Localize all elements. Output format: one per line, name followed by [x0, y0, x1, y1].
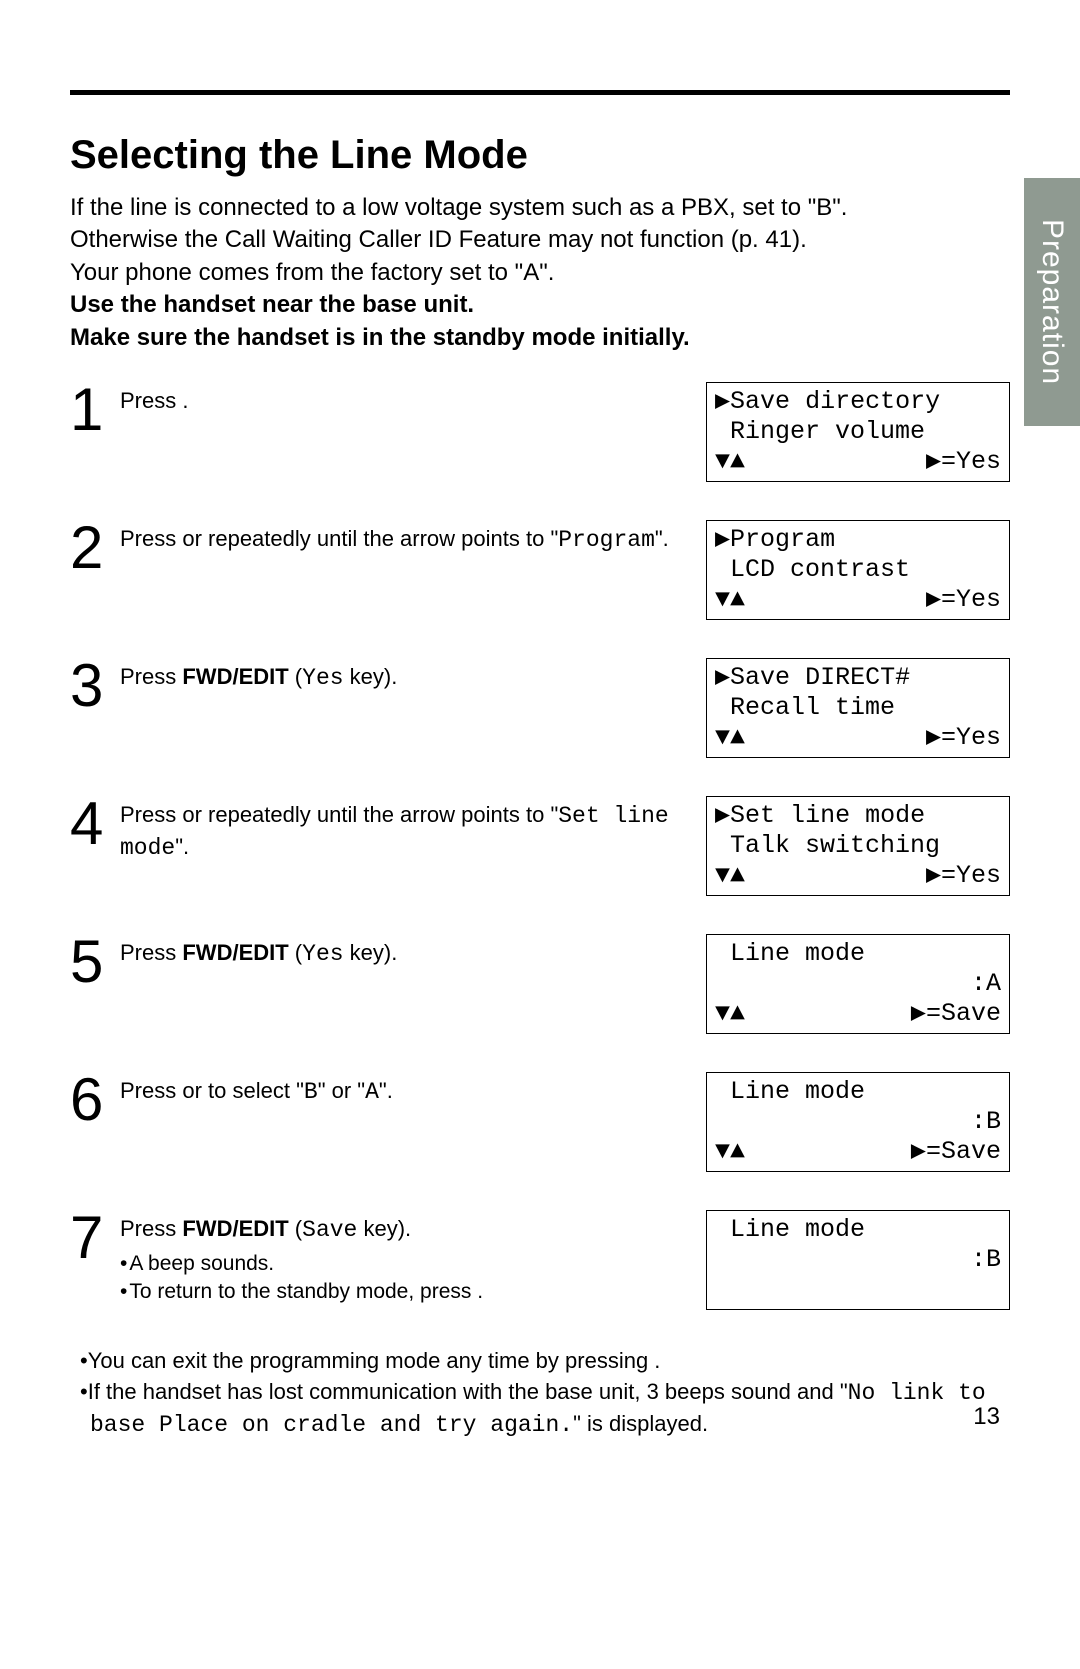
step-number: 5	[70, 932, 120, 992]
top-rule	[70, 90, 1010, 95]
intro-line: Your phone comes from the factory set to…	[70, 257, 1010, 289]
step-body: Press FWD/EDIT (Yes key).	[120, 932, 706, 970]
step-number: 4	[70, 794, 120, 854]
step-row: 3Press FWD/EDIT (Yes key).▶Save DIRECT# …	[70, 656, 1010, 758]
step-number: 6	[70, 1070, 120, 1130]
intro-line: Otherwise the Call Waiting Caller ID Fea…	[70, 224, 1010, 256]
footer-note: If the handset has lost communication wi…	[70, 1377, 1010, 1441]
step-body: Press FWD/EDIT (Save key).A beep sounds.…	[120, 1208, 706, 1307]
step-bullet: To return to the standby mode, press .	[120, 1278, 686, 1306]
step-row: 2Press or repeatedly until the arrow poi…	[70, 518, 1010, 620]
page: Preparation Selecting the Line Mode If t…	[0, 0, 1080, 1491]
lcd-display: ▶Save DIRECT# Recall time▼▲▶=Yes	[706, 658, 1010, 758]
footer-notes: You can exit the programming mode any ti…	[70, 1346, 1010, 1441]
step-bullet: A beep sounds.	[120, 1250, 686, 1278]
lcd-display: ▶Set line mode Talk switching▼▲▶=Yes	[706, 796, 1010, 896]
step-body: Press FWD/EDIT (Yes key).	[120, 656, 706, 694]
page-number: 13	[973, 1403, 1000, 1431]
intro-line: If the line is connected to a low voltag…	[70, 192, 1010, 224]
steps-list: 1Press .▶Save directory Ringer volume▼▲▶…	[70, 380, 1010, 1310]
lcd-display: Line mode:A▼▲▶=Save	[706, 934, 1010, 1034]
lcd-display: ▶Program LCD contrast▼▲▶=Yes	[706, 520, 1010, 620]
section-tab: Preparation	[1024, 178, 1080, 426]
step-row: 5Press FWD/EDIT (Yes key). Line mode:A▼▲…	[70, 932, 1010, 1034]
step-row: 4Press or repeatedly until the arrow poi…	[70, 794, 1010, 896]
page-title: Selecting the Line Mode	[70, 133, 1010, 178]
step-number: 1	[70, 380, 120, 440]
step-body: Press .	[120, 380, 706, 416]
lcd-display: ▶Save directory Ringer volume▼▲▶=Yes	[706, 382, 1010, 482]
lcd-display: Line mode:B	[706, 1210, 1010, 1310]
intro-bold-line: Make sure the handset is in the standby …	[70, 322, 1010, 354]
footer-note: You can exit the programming mode any ti…	[70, 1346, 1010, 1377]
step-body: Press or repeatedly until the arrow poin…	[120, 794, 706, 864]
intro-bold-line: Use the handset near the base unit.	[70, 289, 1010, 321]
intro-text: If the line is connected to a low voltag…	[70, 192, 1010, 354]
step-row: 6Press or to select "B" or "A". Line mod…	[70, 1070, 1010, 1172]
section-tab-label: Preparation	[1035, 219, 1069, 385]
step-body: Press or to select "B" or "A".	[120, 1070, 706, 1108]
step-number: 7	[70, 1208, 120, 1268]
step-body: Press or repeatedly until the arrow poin…	[120, 518, 706, 556]
step-row: 1Press .▶Save directory Ringer volume▼▲▶…	[70, 380, 1010, 482]
lcd-display: Line mode:B▼▲▶=Save	[706, 1072, 1010, 1172]
step-number: 2	[70, 518, 120, 578]
step-number: 3	[70, 656, 120, 716]
step-row: 7Press FWD/EDIT (Save key).A beep sounds…	[70, 1208, 1010, 1310]
